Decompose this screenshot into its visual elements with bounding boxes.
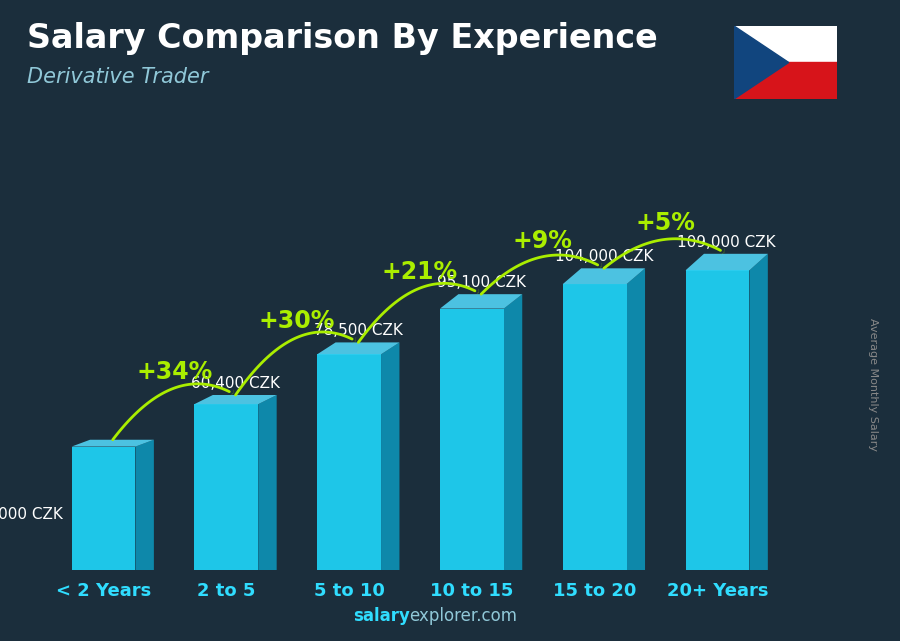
Text: 60,400 CZK: 60,400 CZK xyxy=(191,376,280,391)
Polygon shape xyxy=(317,342,400,354)
Text: 78,500 CZK: 78,500 CZK xyxy=(314,323,403,338)
Text: +5%: +5% xyxy=(635,212,695,235)
Polygon shape xyxy=(734,26,788,99)
Polygon shape xyxy=(440,294,522,308)
Text: 95,100 CZK: 95,100 CZK xyxy=(436,275,526,290)
Polygon shape xyxy=(381,342,400,570)
FancyBboxPatch shape xyxy=(72,447,136,570)
Text: 45,000 CZK: 45,000 CZK xyxy=(0,507,63,522)
Bar xyxy=(734,26,837,62)
FancyBboxPatch shape xyxy=(440,308,504,570)
Text: +30%: +30% xyxy=(258,310,335,333)
Text: Salary Comparison By Experience: Salary Comparison By Experience xyxy=(27,22,658,55)
Polygon shape xyxy=(750,254,768,570)
Text: +34%: +34% xyxy=(136,360,212,384)
Text: 109,000 CZK: 109,000 CZK xyxy=(678,235,776,250)
Text: +9%: +9% xyxy=(513,229,572,253)
Polygon shape xyxy=(626,269,645,570)
Polygon shape xyxy=(136,440,154,570)
FancyBboxPatch shape xyxy=(194,404,258,570)
Text: explorer.com: explorer.com xyxy=(410,607,518,625)
Text: salary: salary xyxy=(353,607,410,625)
Text: 104,000 CZK: 104,000 CZK xyxy=(554,249,653,264)
Polygon shape xyxy=(562,269,645,284)
FancyBboxPatch shape xyxy=(317,354,381,570)
Polygon shape xyxy=(72,440,154,447)
Polygon shape xyxy=(194,395,276,404)
Text: +21%: +21% xyxy=(382,260,458,284)
Text: Average Monthly Salary: Average Monthly Salary xyxy=(868,318,878,451)
FancyBboxPatch shape xyxy=(686,271,750,570)
Polygon shape xyxy=(686,254,768,271)
Text: Derivative Trader: Derivative Trader xyxy=(27,67,209,87)
Polygon shape xyxy=(258,395,276,570)
Bar xyxy=(734,62,837,99)
Polygon shape xyxy=(504,294,522,570)
FancyBboxPatch shape xyxy=(562,284,626,570)
